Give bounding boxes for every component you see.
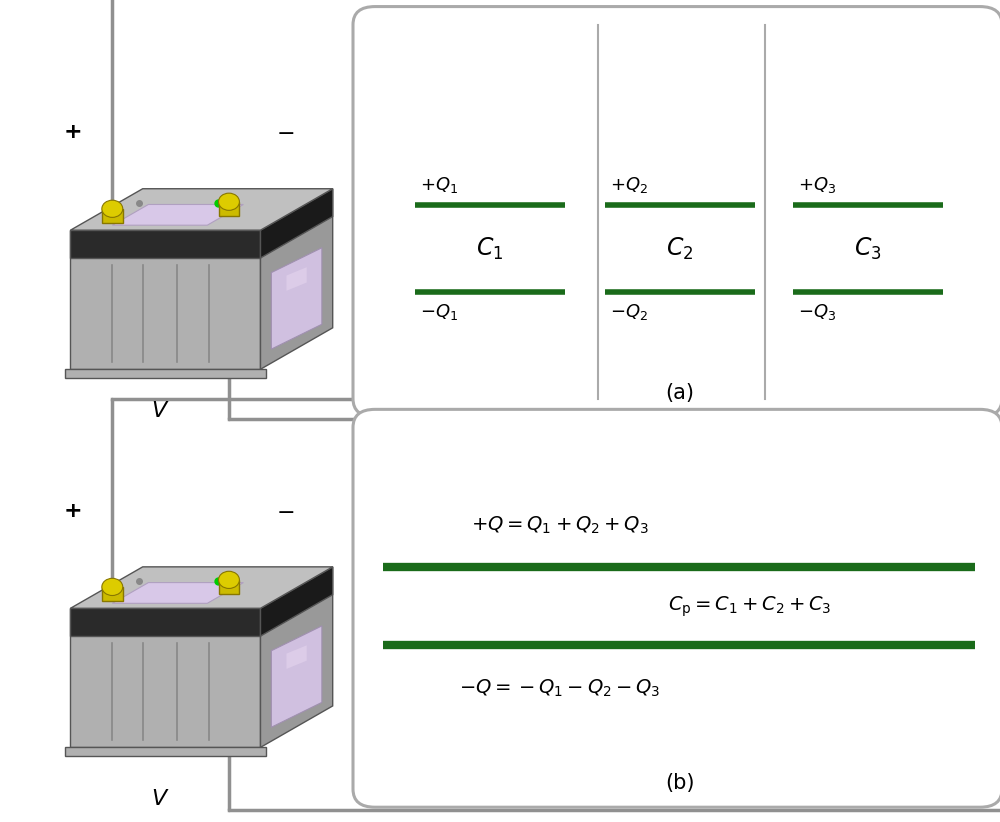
- Text: (b): (b): [665, 773, 695, 792]
- Text: $C_3$: $C_3$: [854, 236, 882, 261]
- Polygon shape: [70, 230, 260, 258]
- Polygon shape: [70, 567, 333, 608]
- Text: +: +: [64, 501, 82, 521]
- Text: $-Q = -Q_1 - Q_2 - Q_3$: $-Q = -Q_1 - Q_2 - Q_3$: [459, 677, 661, 699]
- Polygon shape: [271, 247, 322, 349]
- Polygon shape: [112, 583, 243, 603]
- FancyBboxPatch shape: [353, 7, 1000, 417]
- Polygon shape: [286, 267, 307, 291]
- Polygon shape: [70, 608, 260, 747]
- Polygon shape: [70, 189, 333, 230]
- Polygon shape: [102, 587, 123, 601]
- Text: $-$: $-$: [276, 501, 294, 521]
- Circle shape: [219, 193, 239, 210]
- Text: $+Q_1$: $+Q_1$: [420, 175, 458, 195]
- Circle shape: [102, 201, 123, 217]
- Polygon shape: [65, 369, 266, 378]
- Polygon shape: [260, 189, 333, 258]
- Text: $-Q_3$: $-Q_3$: [798, 302, 836, 322]
- Text: $C_2$: $C_2$: [666, 236, 694, 261]
- Polygon shape: [260, 567, 333, 636]
- Polygon shape: [70, 230, 260, 369]
- Polygon shape: [271, 626, 322, 727]
- FancyBboxPatch shape: [353, 409, 1000, 807]
- Circle shape: [219, 571, 239, 589]
- Polygon shape: [219, 580, 239, 593]
- Text: +: +: [64, 122, 82, 141]
- Polygon shape: [286, 645, 307, 669]
- Text: $-Q_2$: $-Q_2$: [610, 302, 648, 322]
- Text: $+Q_2$: $+Q_2$: [610, 175, 648, 195]
- Polygon shape: [219, 201, 239, 215]
- Polygon shape: [65, 747, 266, 756]
- Text: $V$: $V$: [151, 789, 169, 809]
- Polygon shape: [70, 608, 260, 636]
- Text: $-$: $-$: [276, 122, 294, 141]
- Polygon shape: [260, 189, 333, 369]
- Polygon shape: [102, 209, 123, 223]
- Circle shape: [102, 579, 123, 595]
- Polygon shape: [260, 567, 333, 747]
- Text: $C_1$: $C_1$: [476, 236, 504, 261]
- Text: $V$: $V$: [151, 401, 169, 421]
- Text: (a): (a): [666, 383, 694, 403]
- Polygon shape: [112, 205, 243, 225]
- Text: $+Q_3$: $+Q_3$: [798, 175, 836, 195]
- Text: $-Q_1$: $-Q_1$: [420, 302, 458, 322]
- Text: $C_{\rm p} = C_1 + C_2 + C_3$: $C_{\rm p} = C_1 + C_2 + C_3$: [668, 594, 832, 619]
- Text: $+Q = Q_1 + Q_2 + Q_3$: $+Q = Q_1 + Q_2 + Q_3$: [471, 515, 649, 536]
